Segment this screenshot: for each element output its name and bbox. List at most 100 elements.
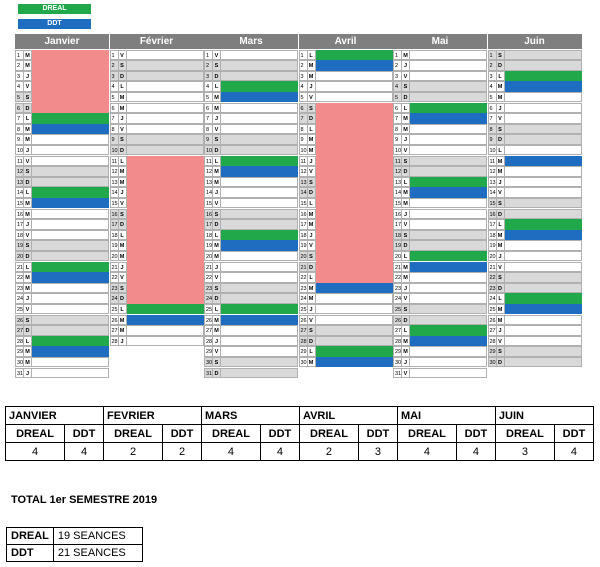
summary-month-name: JUIN: [494, 406, 595, 425]
summary-count: 4: [553, 442, 595, 461]
day-letter: J: [496, 176, 505, 188]
day-letter: J: [496, 250, 505, 262]
day-number: 16: [15, 208, 24, 220]
day-cell: [410, 155, 487, 167]
day-row: 18 S: [393, 229, 487, 241]
dreal-session: [315, 346, 393, 357]
day-row: 24 D: [204, 293, 298, 304]
day-letter: M: [213, 240, 221, 251]
ddt-session: [32, 197, 109, 209]
day-letter: J: [213, 335, 221, 347]
day-row: 27 S: [298, 325, 393, 336]
day-row: 10 L: [487, 144, 582, 156]
day-letter: V: [24, 229, 32, 241]
day-number: 9: [15, 134, 24, 145]
day-number: 16: [393, 208, 402, 220]
summary-count: 4: [455, 442, 496, 461]
day-cell: [221, 113, 298, 124]
day-letter: S: [213, 134, 221, 145]
day-cell: [410, 282, 487, 294]
summary-count: 4: [200, 442, 262, 461]
day-row: 11 V: [15, 155, 109, 167]
day-number: 18: [204, 229, 213, 241]
day-letter: D: [24, 176, 32, 188]
day-number: 25: [15, 303, 24, 315]
day-cell: [126, 113, 204, 124]
day-letter: M: [213, 314, 221, 326]
day-number: 30: [298, 356, 308, 368]
day-number: 22: [109, 272, 119, 283]
day-letter: M: [24, 134, 32, 145]
day-letter: L: [213, 303, 221, 315]
day-row: 30 S: [204, 356, 298, 368]
day-row: 28 V: [487, 335, 582, 347]
day-cell: [32, 176, 109, 188]
day-letter: M: [118, 176, 127, 188]
day-letter: L: [213, 155, 221, 167]
day-row: 28 D: [298, 335, 393, 347]
vacation-block: [126, 155, 204, 304]
day-number: 21: [204, 261, 213, 273]
day-letter: D: [118, 293, 127, 304]
day-number: 3: [487, 70, 497, 82]
day-row: 26 S: [15, 314, 109, 326]
day-number: 17: [109, 219, 119, 230]
day-number: 19: [487, 240, 497, 251]
day-number: 3: [298, 70, 308, 82]
day-letter: V: [118, 123, 127, 135]
day-letter: V: [402, 219, 410, 230]
day-number: 17: [393, 219, 402, 230]
summary-subheader: DDT: [260, 424, 300, 443]
day-number: 1: [393, 49, 402, 61]
day-letter: V: [118, 197, 127, 209]
day-cell: [410, 229, 487, 241]
day-letter: V: [213, 123, 221, 135]
day-row: 17 D: [204, 219, 298, 230]
day-number: 21: [15, 261, 24, 273]
day-number: 7: [487, 113, 497, 124]
day-number: 17: [298, 219, 308, 230]
dreal-session: [221, 303, 298, 315]
day-row: 31 D: [204, 367, 298, 379]
day-letter: D: [213, 219, 221, 230]
day-number: 28: [204, 335, 213, 347]
day-cell: [126, 70, 204, 82]
day-number: 27: [298, 325, 308, 336]
day-row: 30 D: [487, 356, 582, 368]
day-cell: [315, 303, 393, 315]
day-letter: J: [307, 155, 316, 167]
day-letter: D: [213, 367, 221, 379]
day-number: 3: [15, 70, 24, 82]
summary-count: 3: [494, 442, 555, 461]
day-number: 20: [298, 250, 308, 262]
day-row: 23 D: [487, 282, 582, 294]
day-number: 8: [298, 123, 308, 135]
day-cell: [315, 293, 393, 304]
day-cell: [315, 81, 393, 92]
day-letter: S: [307, 250, 316, 262]
summary-count: 2: [298, 442, 360, 461]
day-letter: V: [213, 272, 221, 283]
day-letter: M: [496, 240, 505, 251]
day-row: 23 S: [204, 282, 298, 294]
day-number: 22: [487, 272, 497, 283]
summary-subheader: DDT: [64, 424, 104, 443]
day-letter: V: [213, 49, 221, 61]
summary-count: 4: [64, 442, 104, 461]
total-table: DREAL 19 SEANCES DDT 21 SEANCES: [6, 527, 143, 562]
day-number: 4: [15, 81, 24, 92]
day-number: 7: [298, 113, 308, 124]
month-header: Mai: [393, 34, 487, 49]
day-number: 3: [109, 70, 119, 82]
summary-subheader: DDT: [358, 424, 398, 443]
dreal-session: [504, 219, 582, 230]
day-letter: M: [496, 229, 505, 241]
day-number: 14: [487, 187, 497, 198]
day-letter: M: [213, 91, 221, 103]
day-letter: S: [24, 166, 32, 177]
